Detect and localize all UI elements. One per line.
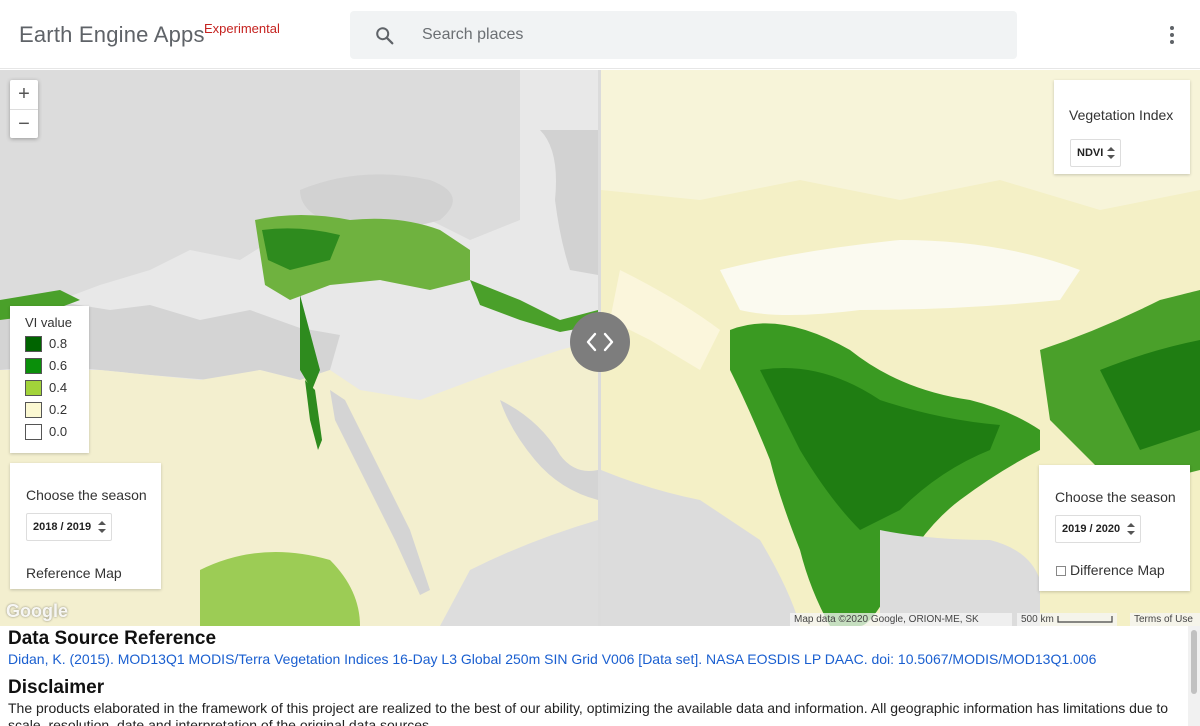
swipe-arrows-icon [586, 332, 614, 352]
map-data-text[interactable]: Map data ©2020 Google, ORION-ME, SK tele… [790, 613, 1012, 626]
select-arrows-icon [1127, 523, 1135, 535]
legend-label: 0.2 [49, 402, 68, 417]
right-season-value: 2019 / 2020 [1062, 523, 1121, 535]
legend-swatch [25, 380, 42, 396]
select-arrows-icon [1107, 147, 1115, 159]
terms-of-use-link[interactable]: Terms of Use [1130, 613, 1200, 626]
legend-swatch [25, 336, 42, 352]
data-source-link[interactable]: Didan, K. (2015). MOD13Q1 MODIS/Terra Ve… [8, 651, 1097, 667]
scale-line-icon [1057, 616, 1113, 623]
disclaimer-heading: Disclaimer [8, 677, 105, 698]
legend-title: VI value [25, 315, 72, 330]
vegetation-index-select[interactable]: NDVI [1070, 139, 1121, 167]
vegetation-index-panel: Vegetation Index NDVI [1054, 80, 1190, 174]
left-season-title: Choose the season [26, 487, 147, 503]
right-season-select[interactable]: 2019 / 2020 [1055, 515, 1141, 543]
experimental-badge: Experimental [204, 21, 280, 36]
app-title[interactable]: Earth Engine Apps [19, 22, 205, 47]
legend-label: 0.8 [49, 336, 68, 351]
map-view[interactable]: + − Vegetation Index NDVI VI value 0.8 0… [0, 70, 1200, 626]
data-source-heading: Data Source Reference [8, 628, 217, 649]
search-icon[interactable] [374, 25, 396, 47]
scrollbar-thumb[interactable] [1191, 630, 1197, 694]
left-season-select[interactable]: 2018 / 2019 [26, 513, 112, 541]
legend-swatch [25, 424, 42, 440]
google-logo: Google [6, 601, 68, 621]
vegetation-index-value: NDVI [1077, 147, 1104, 159]
app-header: Earth Engine Apps Experimental [0, 0, 1200, 69]
right-season-title: Choose the season [1055, 489, 1176, 505]
zoom-out-button[interactable]: − [10, 109, 38, 138]
map-attribution: Map data ©2020 Google, ORION-ME, SK tele… [790, 613, 1200, 626]
info-footer: Data Source Reference Didan, K. (2015). … [0, 626, 1188, 726]
reference-map-label: Reference Map [26, 565, 122, 581]
legend-swatch [25, 358, 42, 374]
right-season-panel: Choose the season 2019 / 2020 Difference… [1039, 465, 1190, 591]
scale-bar[interactable]: 500 km [1017, 613, 1117, 626]
difference-map-checkbox[interactable] [1056, 566, 1066, 576]
vegetation-index-title: Vegetation Index [1069, 107, 1174, 123]
left-season-value: 2018 / 2019 [33, 521, 92, 533]
more-vert-icon[interactable] [1162, 24, 1182, 46]
swipe-handle[interactable] [570, 312, 630, 372]
legend-panel: VI value 0.8 0.6 0.4 0.2 0.0 [10, 306, 89, 453]
select-arrows-icon [98, 521, 106, 533]
scale-label: 500 km [1021, 614, 1054, 625]
legend-swatch [25, 402, 42, 418]
legend-label: 0.0 [49, 424, 68, 439]
legend-label: 0.6 [49, 358, 68, 373]
left-season-panel: Choose the season 2018 / 2019 Reference … [10, 463, 161, 589]
disclaimer-text: The products elaborated in the framework… [8, 700, 1169, 726]
difference-map-label[interactable]: Difference Map [1070, 562, 1165, 578]
search-input[interactable] [422, 22, 1002, 48]
zoom-control: + − [10, 80, 38, 138]
legend-label: 0.4 [49, 380, 68, 395]
zoom-in-button[interactable]: + [18, 83, 30, 105]
footer-scrollbar[interactable] [1188, 626, 1200, 726]
